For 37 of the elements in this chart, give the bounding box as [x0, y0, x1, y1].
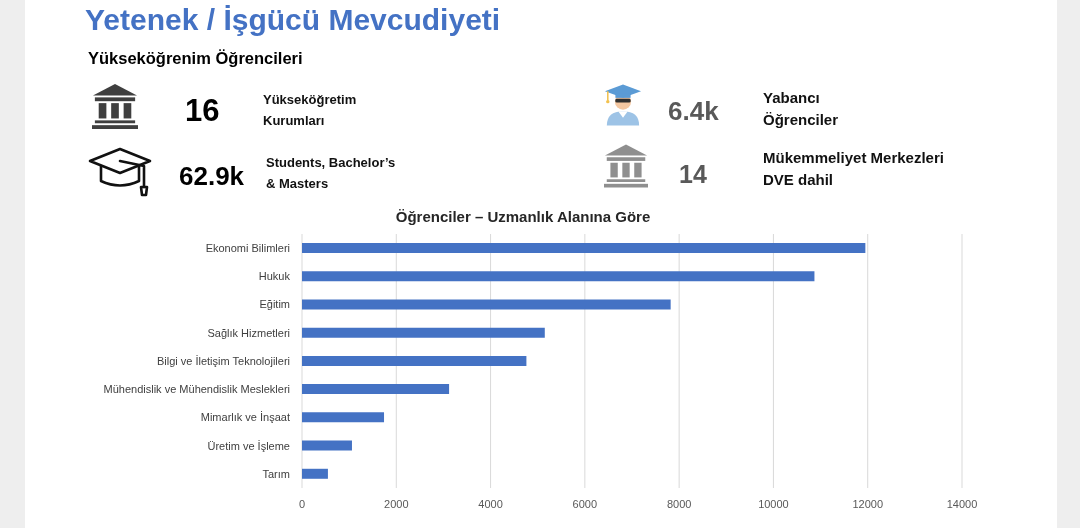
text: 16: [185, 93, 220, 129]
x-tick-label: 0: [298, 497, 306, 510]
x-tick-label: 10000: [758, 497, 789, 510]
y-tick-label: Hukuk: [258, 270, 291, 283]
bar: [302, 412, 385, 423]
y-tick-label: Üretim ve İşleme: [207, 439, 290, 452]
bar: [302, 243, 866, 253]
bar: [302, 355, 527, 366]
y-tick-label: Mimarlık ve İnşaat: [200, 411, 290, 424]
bar: [302, 468, 328, 479]
y-tick-label: Sağlık Hizmetleri: [207, 326, 290, 339]
text: Yükseköğretim Kurumları: [263, 92, 357, 128]
x-tick-label: 2000: [384, 497, 409, 510]
y-tick-label: Bilgi ve İletişim Teknolojileri: [156, 354, 290, 367]
y-tick-label: Tarım: [262, 467, 290, 480]
text: Yetenek / İşgücü Mevcudiyeti: [85, 3, 501, 36]
y-tick-label: Eğitim: [259, 298, 290, 311]
bar: [302, 327, 545, 338]
bar: [302, 299, 671, 310]
text: 14: [679, 160, 707, 188]
text: 62.9k: [179, 161, 245, 192]
y-tick-label: Mühendislik ve Mühendislik Meslekleri: [103, 383, 290, 396]
x-tick-label: 4000: [478, 497, 503, 510]
bar: [302, 271, 815, 282]
text: Students, Bachelor’s & Masters: [266, 155, 396, 191]
x-tick-label: 6000: [572, 497, 598, 510]
chart-title: Öğrenciler – Uzmanlık Alanına Göre: [395, 208, 651, 225]
bar: [302, 440, 352, 451]
text: Mükemmeliyet Merkezleri DVE dahil: [763, 149, 944, 188]
x-tick-label: 14000: [946, 497, 978, 510]
text: 6.4k: [668, 96, 719, 127]
bar: [302, 384, 450, 395]
text: Yükseköğrenim Öğrencileri: [88, 49, 303, 67]
y-tick-label: Ekonomi Bilimleri: [205, 242, 290, 255]
text: Yabancı Öğrenciler: [763, 89, 839, 128]
x-tick-label: 12000: [852, 497, 884, 510]
x-tick-label: 8000: [666, 497, 692, 510]
